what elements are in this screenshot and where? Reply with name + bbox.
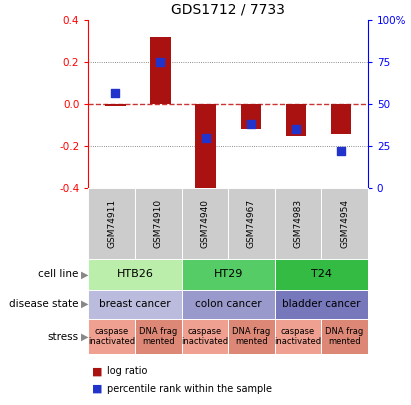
Bar bbox=[331, 104, 351, 134]
Text: DNA frag
mented: DNA frag mented bbox=[232, 327, 270, 346]
Text: ▶: ▶ bbox=[81, 269, 89, 279]
Text: cell line: cell line bbox=[38, 269, 78, 279]
Text: log ratio: log ratio bbox=[107, 367, 147, 376]
Text: percentile rank within the sample: percentile rank within the sample bbox=[107, 384, 272, 394]
Text: caspase
inactivated: caspase inactivated bbox=[181, 327, 229, 346]
Text: HTB26: HTB26 bbox=[116, 269, 153, 279]
Point bbox=[247, 121, 254, 128]
Text: GSM74954: GSM74954 bbox=[340, 199, 349, 248]
Text: ▶: ▶ bbox=[81, 332, 89, 341]
Text: stress: stress bbox=[47, 332, 78, 341]
Text: GSM74967: GSM74967 bbox=[247, 199, 256, 248]
Text: DNA frag
mented: DNA frag mented bbox=[139, 327, 178, 346]
Text: caspase
inactivated: caspase inactivated bbox=[88, 327, 135, 346]
Bar bbox=[105, 104, 125, 107]
Text: colon cancer: colon cancer bbox=[195, 299, 261, 309]
Text: caspase
inactivated: caspase inactivated bbox=[275, 327, 321, 346]
Text: HT29: HT29 bbox=[213, 269, 243, 279]
Text: ▶: ▶ bbox=[81, 299, 89, 309]
Point bbox=[202, 135, 209, 141]
Bar bbox=[150, 37, 171, 104]
Bar bbox=[240, 104, 261, 130]
Text: ■: ■ bbox=[92, 384, 103, 394]
Title: GDS1712 / 7733: GDS1712 / 7733 bbox=[171, 2, 285, 16]
Text: disease state: disease state bbox=[9, 299, 78, 309]
Text: GSM74940: GSM74940 bbox=[200, 199, 209, 248]
Point bbox=[112, 89, 119, 96]
Text: GSM74910: GSM74910 bbox=[154, 199, 163, 248]
Text: bladder cancer: bladder cancer bbox=[282, 299, 360, 309]
Text: GSM74983: GSM74983 bbox=[293, 199, 302, 248]
Text: ■: ■ bbox=[92, 367, 103, 376]
Text: DNA frag
mented: DNA frag mented bbox=[326, 327, 364, 346]
Point bbox=[293, 126, 299, 133]
Text: T24: T24 bbox=[311, 269, 332, 279]
Bar bbox=[195, 104, 216, 195]
Text: breast cancer: breast cancer bbox=[99, 299, 171, 309]
Bar bbox=[286, 104, 306, 136]
Text: GSM74911: GSM74911 bbox=[107, 199, 116, 248]
Point bbox=[337, 148, 344, 155]
Point bbox=[157, 59, 164, 66]
